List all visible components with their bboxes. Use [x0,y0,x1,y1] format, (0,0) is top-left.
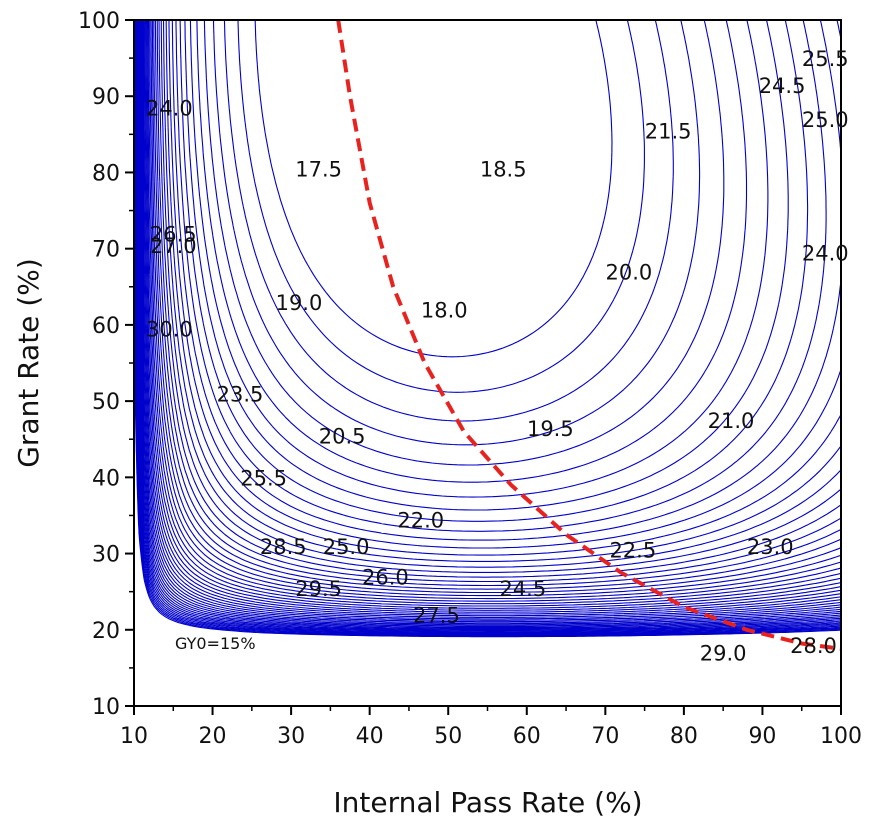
contour-value-label: 19.5 [527,417,574,441]
contour-line [196,20,748,483]
contour-line [150,20,841,594]
contour-value-label: 24.0 [146,97,193,121]
contour-line [136,20,841,630]
contour-value-label: 27.5 [413,604,460,628]
contour-line [139,20,841,620]
optimum-curve [336,20,841,651]
x-tick-label: 20 [199,724,227,749]
x-tick-label: 70 [591,724,619,749]
contour-value-label: 29.0 [700,642,747,666]
contour-line [149,20,841,597]
contour-line [203,20,725,466]
y-tick-label: 90 [92,85,120,110]
contour-value-label: 24.0 [802,241,849,265]
y-tick-label: 100 [78,9,120,34]
contour-line [158,20,841,573]
contour-value-label: 18.0 [421,299,468,323]
contour-line [146,20,841,602]
optimum-curve-line [336,20,841,651]
contour-value-label: 20.5 [319,424,366,448]
contour-line [168,20,841,549]
contour-line [151,20,841,590]
y-tick-label: 10 [92,695,120,720]
contour-value-label: 28.5 [260,535,307,559]
contour-line [223,20,674,422]
axis-ticks: 10 20 30 40 50 60 70 80 90 100 10 20 30 40 50 60 70 80 90 1… [78,9,862,749]
contour-value-label: 28.0 [790,634,837,658]
x-tick-label: 60 [513,724,541,749]
contour-line [165,20,841,556]
x-tick-label: 80 [670,724,698,749]
contour-value-label: 21.5 [645,120,692,144]
contour-value-label: 24.5 [759,74,806,98]
contour-value-label: 17.5 [295,158,342,182]
y-tick-label: 70 [92,238,120,263]
x-axis-title: Internal Pass Rate (%) [333,786,642,819]
contour-line [140,20,841,618]
contour-value-label: 26.0 [362,565,409,589]
x-tick-label: 30 [277,724,305,749]
contour-line [175,20,827,532]
contour-line [189,20,769,498]
contour-line [138,20,841,623]
contour-line [184,20,789,511]
contour-line [144,20,841,609]
contour-value-label: 21.0 [708,409,755,433]
contour-line [145,20,841,605]
y-tick-label: 50 [92,390,120,415]
contour-value-label: 27.0 [150,234,197,258]
contour-line [136,20,841,629]
contour-line [179,20,809,522]
contour-value-label: 22.5 [609,539,656,563]
contour-lines [134,20,841,638]
contour-value-label: 18.5 [480,158,527,182]
contour-line [237,20,645,393]
contour-value-label: 23.5 [217,382,264,406]
contour-value-label: 24.5 [499,577,546,601]
contour-line [171,20,841,541]
contour-value-label: 25.0 [323,535,370,559]
contour-line [160,20,841,568]
y-axis-title: Grant Rate (%) [12,258,45,468]
contour-line [134,20,841,634]
contour-line [212,20,701,446]
contour-line [143,20,841,611]
contour-labels: 25.5 24.5 25.0 21.5 24.0 17.5 18.5 26.527.0 20.0… [146,47,849,666]
x-tick-label: 10 [120,724,148,749]
contour-value-label: 23.0 [747,535,794,559]
x-tick-label: 50 [434,724,462,749]
annotation-text: GY0=15% [175,634,256,653]
y-tick-label: 20 [92,619,120,644]
contour-line [136,20,841,628]
contour-value-label: 30.0 [146,318,193,342]
contour-value-label: 29.5 [295,577,342,601]
contour-line [134,299,841,638]
contour-line [162,20,841,562]
x-tick-label: 100 [820,724,862,749]
y-tick-label: 40 [92,466,120,491]
contour-line [141,20,841,615]
contour-value-label: 22.0 [397,508,444,532]
contour-line [135,20,841,631]
contour-value-label: 25.0 [802,108,849,132]
y-tick-label: 80 [92,161,120,186]
y-tick-label: 60 [92,314,120,339]
contour-value-label: 19.0 [276,291,323,315]
contour-line [142,20,841,613]
contour-line [147,20,841,600]
contour-line [153,20,841,587]
contour-value-label: 20.0 [606,261,653,285]
contour-line [144,20,841,607]
contour-line [141,20,841,617]
contour-value-label: 25.5 [802,47,849,71]
contour-value-label: 25.5 [240,466,287,490]
contour-line [134,20,841,635]
contour-line [156,20,841,578]
y-tick-label: 30 [92,543,120,568]
contour-value-label: 26.5 [150,222,197,246]
x-tick-label: 90 [748,724,776,749]
x-tick-label: 40 [356,724,384,749]
